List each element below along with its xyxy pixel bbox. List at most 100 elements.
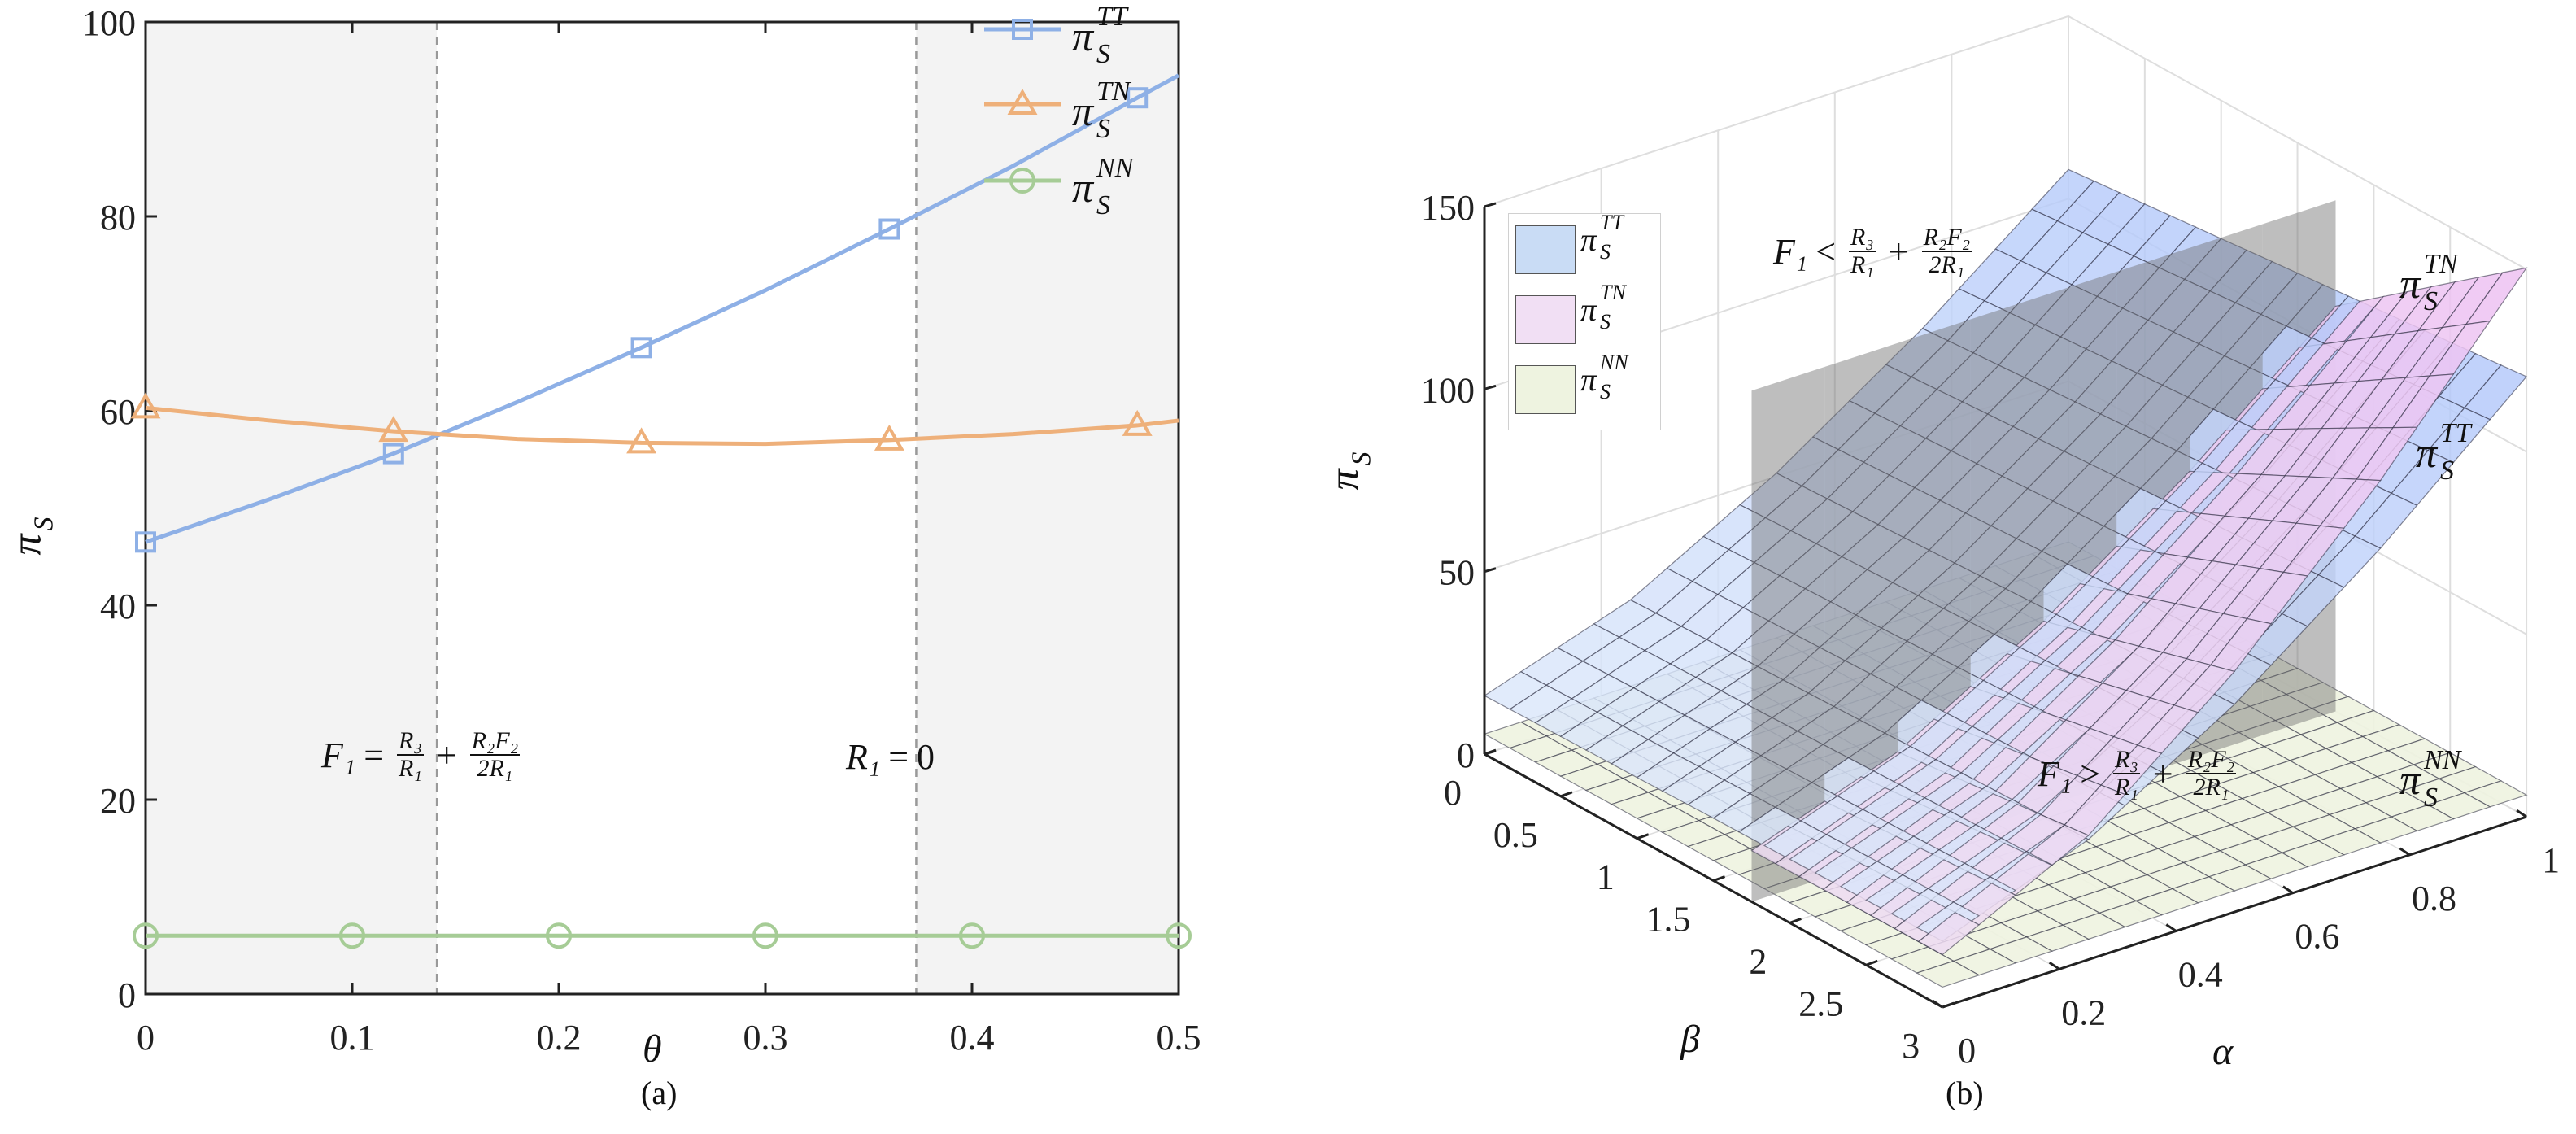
beta-tick [1942, 1001, 1955, 1009]
surface-patch-nn [1916, 960, 1981, 988]
alpha-tick-label: 0.4 [2178, 955, 2223, 995]
alpha-tick [2048, 962, 2060, 970]
beta-tick [1637, 833, 1650, 840]
shaded-region [146, 22, 438, 994]
beta-tick-label: 1.5 [1646, 900, 1691, 940]
z-tick-label: 100 [1421, 370, 1475, 410]
alpha-tick-label: 0.6 [2295, 917, 2339, 957]
data-point-tt [382, 443, 404, 465]
alpha-tick [2516, 809, 2527, 818]
y-tick-label: 20 [100, 781, 136, 821]
data-point-tt [878, 218, 900, 240]
legend-b-tn: π TN S [1515, 281, 1654, 355]
alpha-tick-label: 1 [2542, 840, 2560, 880]
data-point-nn [133, 922, 159, 949]
beta-tick [1789, 917, 1802, 924]
beta-tick-label: 0.5 [1493, 815, 1538, 855]
x-tick-label: 0.5 [1157, 1018, 1201, 1058]
panel-label-a: (a) [641, 1075, 678, 1111]
alpha-axis [1942, 815, 2527, 1009]
legend-a-tt: π TT S [1072, 2, 1127, 69]
legend-a-tn: π TN S [1072, 76, 1131, 144]
x-tick-label: 0.2 [537, 1018, 582, 1058]
right-beta-axis-label: β [1680, 1018, 1700, 1061]
legend-marker-tt [1012, 19, 1033, 40]
surface-patch-tn [1917, 911, 1981, 956]
alpha-tick [2399, 847, 2411, 857]
legend-a-nn: π NN S [1072, 153, 1134, 220]
legend-marker-tn [1007, 88, 1038, 115]
legend-b-tn-swatch [1515, 295, 1576, 344]
data-point-tn [1122, 409, 1153, 436]
y-tick-label: 40 [100, 587, 136, 626]
legend-b-tt: π TT S [1515, 211, 1654, 286]
data-point-tn [626, 427, 657, 454]
beta-tick [1865, 959, 1878, 966]
z-tick [1484, 202, 1497, 208]
beta-tick [1713, 875, 1726, 882]
z-tick [1484, 567, 1497, 574]
data-point-tt [135, 531, 156, 553]
data-point-nn [752, 922, 778, 949]
beta-tick-label: 2.5 [1798, 984, 1843, 1023]
data-point-nn [959, 922, 985, 949]
data-point-tt [1127, 87, 1149, 109]
z-tick-label: 0 [1457, 735, 1475, 775]
data-point-nn [1166, 922, 1192, 949]
z-tick-label: 50 [1439, 553, 1475, 593]
alpha-tick-label: 0.8 [2412, 879, 2456, 918]
beta-tick-label: 3 [1902, 1026, 1920, 1066]
legend-b: π TT S π TN S π NN S [1508, 211, 1661, 430]
beta-tick-label: 2 [1749, 941, 1767, 981]
y-tick-label: 0 [118, 975, 136, 1015]
shaded-region [916, 22, 1179, 994]
data-point-tt [630, 337, 652, 359]
legend-b-tt-swatch [1515, 225, 1576, 274]
boundary-plane [1824, 342, 1898, 879]
y-tick-label: 60 [100, 392, 136, 432]
plot-frame [144, 20, 1180, 996]
annotation-r1-zero: R₁ = 0 [846, 737, 935, 777]
x-tick-label: 0.3 [743, 1018, 788, 1058]
series-line-tt [145, 73, 1180, 544]
x-tick-label: 0.4 [950, 1018, 995, 1058]
y-tick-label: 80 [100, 198, 136, 238]
x-tick-label: 0.1 [330, 1018, 375, 1058]
data-point-tn [378, 416, 409, 443]
data-point-nn [339, 922, 365, 949]
beta-tick [1484, 748, 1497, 756]
surface-label-tt: π TT S [2416, 418, 2471, 486]
y-tick-label: 100 [82, 3, 136, 43]
x-tick-label: 0 [137, 1018, 155, 1058]
left-x-axis-label: θ [643, 1027, 662, 1071]
z-tick [1484, 384, 1497, 390]
legend-b-nn-swatch [1515, 365, 1576, 414]
alpha-tick-label: 0.2 [2061, 992, 2106, 1032]
boundary-plane [1751, 367, 1825, 902]
panel-label-b: (b) [1946, 1075, 1984, 1111]
series-line-tn [145, 405, 1179, 447]
legend-b-nn: π NN S [1515, 351, 1654, 425]
wall-gridline-horizontal [1484, 15, 2527, 270]
z-tick-label: 150 [1421, 188, 1475, 228]
alpha-tick-label: 0 [1958, 1031, 1976, 1071]
surface-label-nn: π NN S [2399, 745, 2461, 813]
data-point-tn [874, 424, 904, 451]
legend-marker-nn [1009, 168, 1035, 194]
annotation-upper-region: F₁ < R₃ R₁ + R₂F₂ 2R₁ [1773, 224, 1972, 278]
annotation-boundary-equation: F₁ = R₃ R₁ + R₂F₂ 2R₁ [321, 727, 521, 782]
alpha-tick [2165, 923, 2177, 932]
beta-tick-label: 1 [1597, 857, 1615, 897]
surface-label-tn: π TN S [2399, 249, 2458, 316]
annotation-lower-region: F₁ > R₃ R₁ + R₂F₂ 2R₁ [2038, 746, 2237, 800]
beta-tick [1560, 791, 1573, 798]
alpha-tick [2282, 885, 2294, 894]
alpha-tick [1932, 999, 1943, 1009]
data-point-tn [130, 392, 161, 419]
right-alpha-axis-label: α [2212, 1030, 2234, 1073]
beta-tick-label: 0 [1444, 773, 1462, 813]
